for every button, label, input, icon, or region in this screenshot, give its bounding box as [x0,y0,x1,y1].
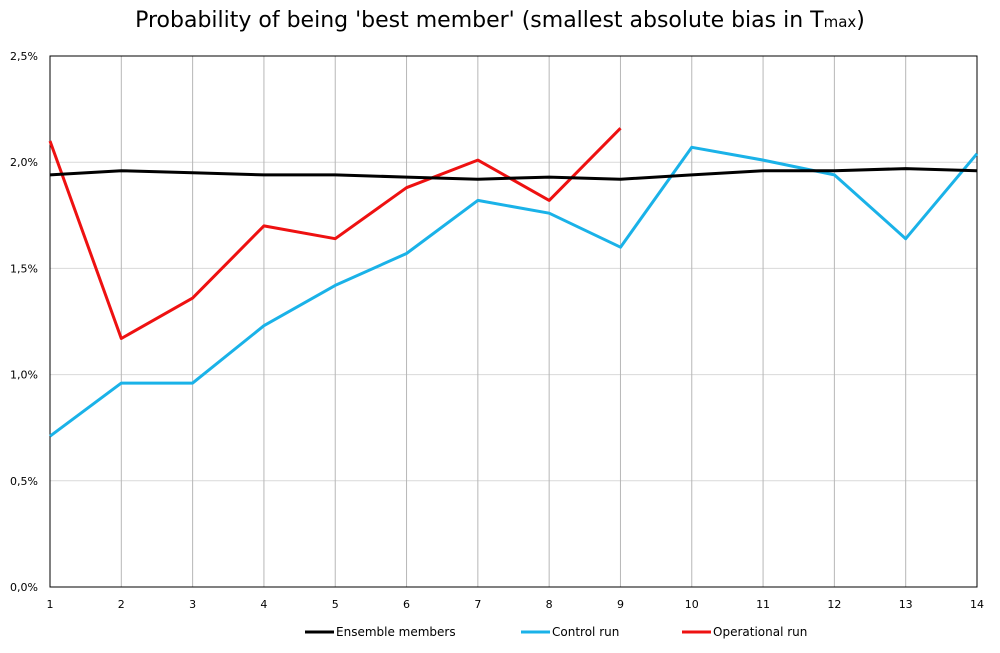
legend-label: Control run [552,625,619,639]
x-tick-label: 2 [118,598,125,611]
series-line-operational-run [48,127,622,340]
legend-label: Ensemble members [336,625,456,639]
x-tick-label: 1 [47,598,54,611]
axes [49,55,978,588]
legend-label: Operational run [713,625,807,639]
y-tick-label: 2,0% [10,156,38,169]
tick-labels: 0,0%0,5%1,0%1,5%2,0%2,5%1 2 3 4 5 6 7 8 9 10 11 12 1… [10,50,984,611]
plot-border [49,55,978,588]
x-tick-label: 5 [332,598,339,611]
y-tick-label: 1,5% [10,262,38,275]
x-tick-label: 12 [827,598,841,611]
grid-lines [49,55,978,587]
legend: Ensemble members Control run Operational r… [305,625,807,639]
y-tick-label: 0,5% [10,475,38,488]
chart-title-subscript: max [823,13,857,31]
series-line-control-run [49,145,979,438]
series-lines [48,127,979,438]
x-tick-label: 11 [756,598,770,611]
y-tick-label: 2,5% [10,50,38,63]
chart-title-close: ) [856,8,865,33]
x-tick-label: 10 [685,598,699,611]
x-tick-label: 13 [899,598,913,611]
x-tick-label: 3 [189,598,196,611]
x-tick-label: 7 [474,598,481,611]
x-tick-label: 9 [617,598,624,611]
x-tick-label: 4 [260,598,267,611]
chart-title-main: Probability of being 'best member' (smal… [135,8,824,33]
series-line-ensemble-members [49,167,978,181]
y-tick-label: 0,0% [10,581,38,594]
y-tick-label: 1,0% [10,369,38,382]
x-tick-label: 14 [970,598,984,611]
x-tick-label: 8 [546,598,553,611]
chart-title: Probability of being 'best member' (smal… [0,8,1000,33]
x-tick-label: 6 [403,598,410,611]
